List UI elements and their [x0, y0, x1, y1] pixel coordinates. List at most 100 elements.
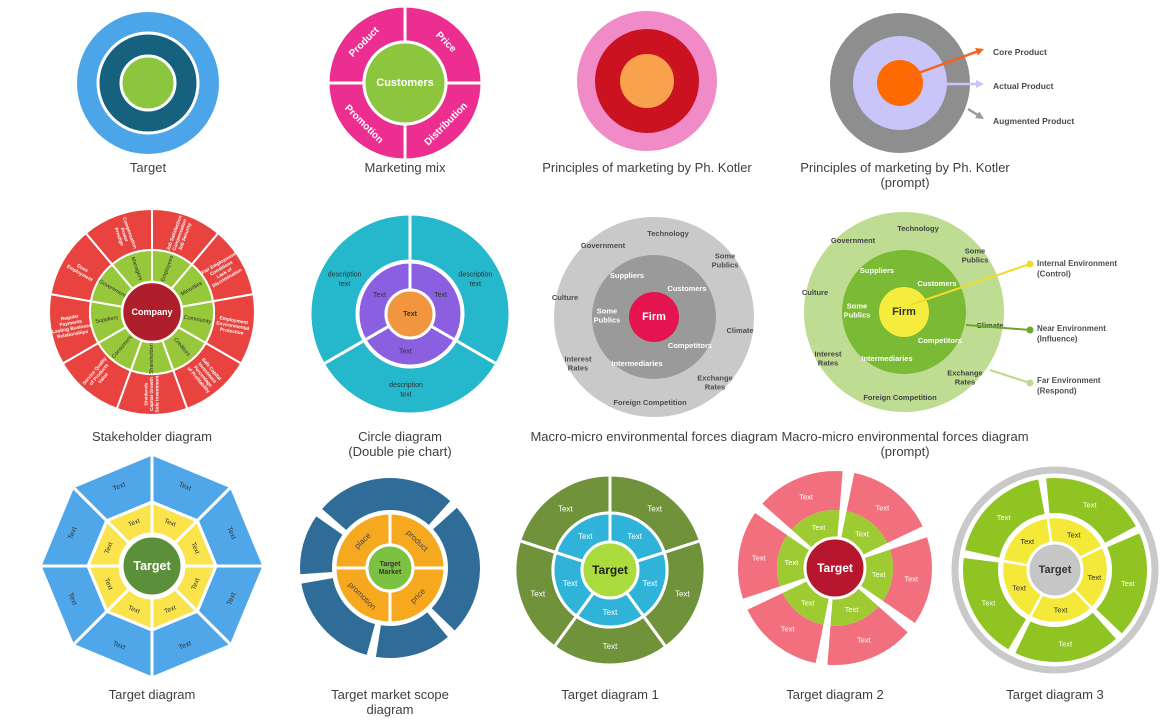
- svg-text:Core Product: Core Product: [993, 47, 1047, 57]
- svg-text:Government: Government: [831, 236, 876, 245]
- svg-text:Text: Text: [399, 348, 412, 355]
- caption-circle-diagram: Circle diagram (Double pie chart): [348, 429, 452, 459]
- caption-target-diagram-3: Target diagram 3: [1006, 687, 1104, 702]
- svg-text:Text: Text: [103, 541, 114, 555]
- svg-text:Text: Text: [127, 517, 141, 528]
- circle-diagram-thumbnail[interactable]: description text description text descriptio…: [308, 212, 512, 416]
- svg-text:Firm: Firm: [892, 306, 916, 318]
- svg-text:Text: Text: [1020, 537, 1035, 546]
- caption-macro-micro-prompt: Macro-micro environmental forces diagram…: [781, 429, 1029, 459]
- svg-text:Text: Text: [603, 642, 618, 651]
- svg-text:Text: Text: [103, 577, 114, 591]
- kotler-prompt-thumbnail[interactable]: Core Product Actual Product Augmented Prod…: [830, 13, 1074, 153]
- svg-text:Text: Text: [872, 570, 887, 579]
- svg-text:RegularPaymentsLasting Busines: RegularPaymentsLasting BusinessRelations…: [50, 311, 93, 340]
- target-diagram-2-thumbnail[interactable]: Text Text Text Text Text Text Text Text Text Text…: [738, 471, 932, 666]
- caption-target-diagram-1: Target diagram 1: [561, 687, 659, 702]
- svg-text:Suppliers: Suppliers: [610, 271, 644, 280]
- caption-target: Target: [129, 160, 167, 175]
- svg-text:Text: Text: [855, 529, 870, 538]
- svg-text:Text: Text: [799, 492, 814, 501]
- svg-text:Text: Text: [112, 640, 127, 651]
- svg-text:Text: Text: [857, 635, 872, 644]
- svg-text:Text: Text: [781, 624, 796, 633]
- svg-text:Far Environment(Respond): Far Environment (Respond): [1037, 375, 1101, 395]
- caption-target-market-scope: Target market scope diagram: [331, 687, 449, 717]
- svg-text:Text: Text: [190, 577, 201, 591]
- macro-micro-thumbnail[interactable]: Technology Government Some Publics Culture Cl…: [552, 217, 754, 417]
- svg-text:Text: Text: [1083, 500, 1098, 509]
- svg-text:Foreign Competition: Foreign Competition: [863, 393, 937, 402]
- svg-text:Target: Target: [592, 563, 628, 577]
- svg-text:Text: Text: [1088, 572, 1103, 581]
- svg-text:Text: Text: [801, 598, 816, 607]
- svg-text:Customers: Customers: [667, 284, 706, 293]
- target-diagram-1-thumbnail[interactable]: Text Text Text Text Text Text Text Text Text Text…: [513, 473, 707, 667]
- kotler-thumbnail[interactable]: [577, 11, 717, 151]
- svg-text:EmploymentEnvironmentalProtect: EmploymentEnvironmentalProtection: [215, 314, 251, 337]
- target-thumbnail[interactable]: [77, 12, 219, 154]
- svg-text:Technology: Technology: [647, 229, 689, 238]
- svg-text:Text: Text: [643, 578, 658, 587]
- svg-text:Text: Text: [647, 504, 662, 513]
- caption-kotler: Principles of marketing by Ph. Kotler: [542, 160, 752, 175]
- svg-text:Text: Text: [434, 291, 447, 298]
- target-diagram-3-thumbnail[interactable]: Text Text Text Text Text Text Text Text Text Text…: [951, 466, 1159, 674]
- svg-text:Text: Text: [67, 526, 78, 541]
- svg-text:Technology: Technology: [897, 224, 939, 233]
- svg-text:Text: Text: [1012, 583, 1027, 592]
- svg-text:Text: Text: [997, 512, 1012, 521]
- caption-macro-micro: Macro-micro environmental forces diagram: [530, 429, 778, 444]
- svg-text:Target: Target: [817, 561, 853, 575]
- svg-text:Shareholders: Shareholders: [149, 341, 155, 374]
- caption-target-diagram: Target diagram: [108, 687, 196, 702]
- svg-text:Culture: Culture: [802, 288, 828, 297]
- svg-text:Text: Text: [1054, 605, 1069, 614]
- svg-text:Climate: Climate: [976, 321, 1003, 330]
- svg-text:Text: Text: [226, 526, 237, 541]
- svg-text:Text: Text: [603, 608, 618, 617]
- svg-text:Text: Text: [904, 574, 919, 583]
- svg-text:Internal Environment(Control): Internal Environment (Control): [1037, 258, 1117, 278]
- svg-text:Company: Company: [131, 307, 172, 317]
- svg-text:Text: Text: [563, 578, 578, 587]
- svg-text:Text: Text: [163, 517, 177, 528]
- svg-text:Text: Text: [845, 604, 860, 613]
- caption-target-diagram-2: Target diagram 2: [786, 687, 884, 702]
- caption-kotler-prompt: Principles of marketing by Ph. Kotler (p…: [800, 160, 1010, 190]
- svg-text:Actual Product: Actual Product: [993, 81, 1054, 91]
- svg-text:Competitors: Competitors: [918, 336, 962, 345]
- svg-text:Text: Text: [403, 311, 418, 318]
- svg-text:Text: Text: [876, 503, 891, 512]
- svg-text:Firm: Firm: [642, 311, 666, 323]
- svg-text:Text: Text: [982, 598, 997, 607]
- svg-text:Climate: Climate: [726, 326, 753, 335]
- stakeholder-thumbnail[interactable]: Job SatisfactionCompensationJob Security…: [48, 208, 256, 416]
- svg-text:Text: Text: [163, 604, 177, 615]
- target-diagram-thumbnail[interactable]: Text Text Text Text Text Text Text Text Text Text…: [38, 452, 266, 680]
- svg-text:Culture: Culture: [552, 293, 578, 302]
- svg-text:Text: Text: [178, 481, 193, 492]
- svg-text:Text: Text: [812, 523, 827, 532]
- svg-text:Intermediaries: Intermediaries: [861, 354, 912, 363]
- svg-text:Text: Text: [67, 592, 78, 607]
- caption-stakeholder: Stakeholder diagram: [92, 429, 212, 444]
- macro-micro-prompt-thumbnail[interactable]: Technology Government Some Publics Culture Cl…: [802, 212, 1117, 412]
- svg-text:Text: Text: [112, 481, 127, 492]
- svg-text:DividendsCapital GrowthSafe In: DividendsCapital GrowthSafe Investment: [143, 375, 160, 412]
- svg-text:Text: Text: [190, 541, 201, 555]
- svg-text:Text: Text: [373, 291, 386, 298]
- svg-text:Augmented Product: Augmented Product: [993, 116, 1074, 126]
- svg-text:Suppliers: Suppliers: [95, 315, 119, 325]
